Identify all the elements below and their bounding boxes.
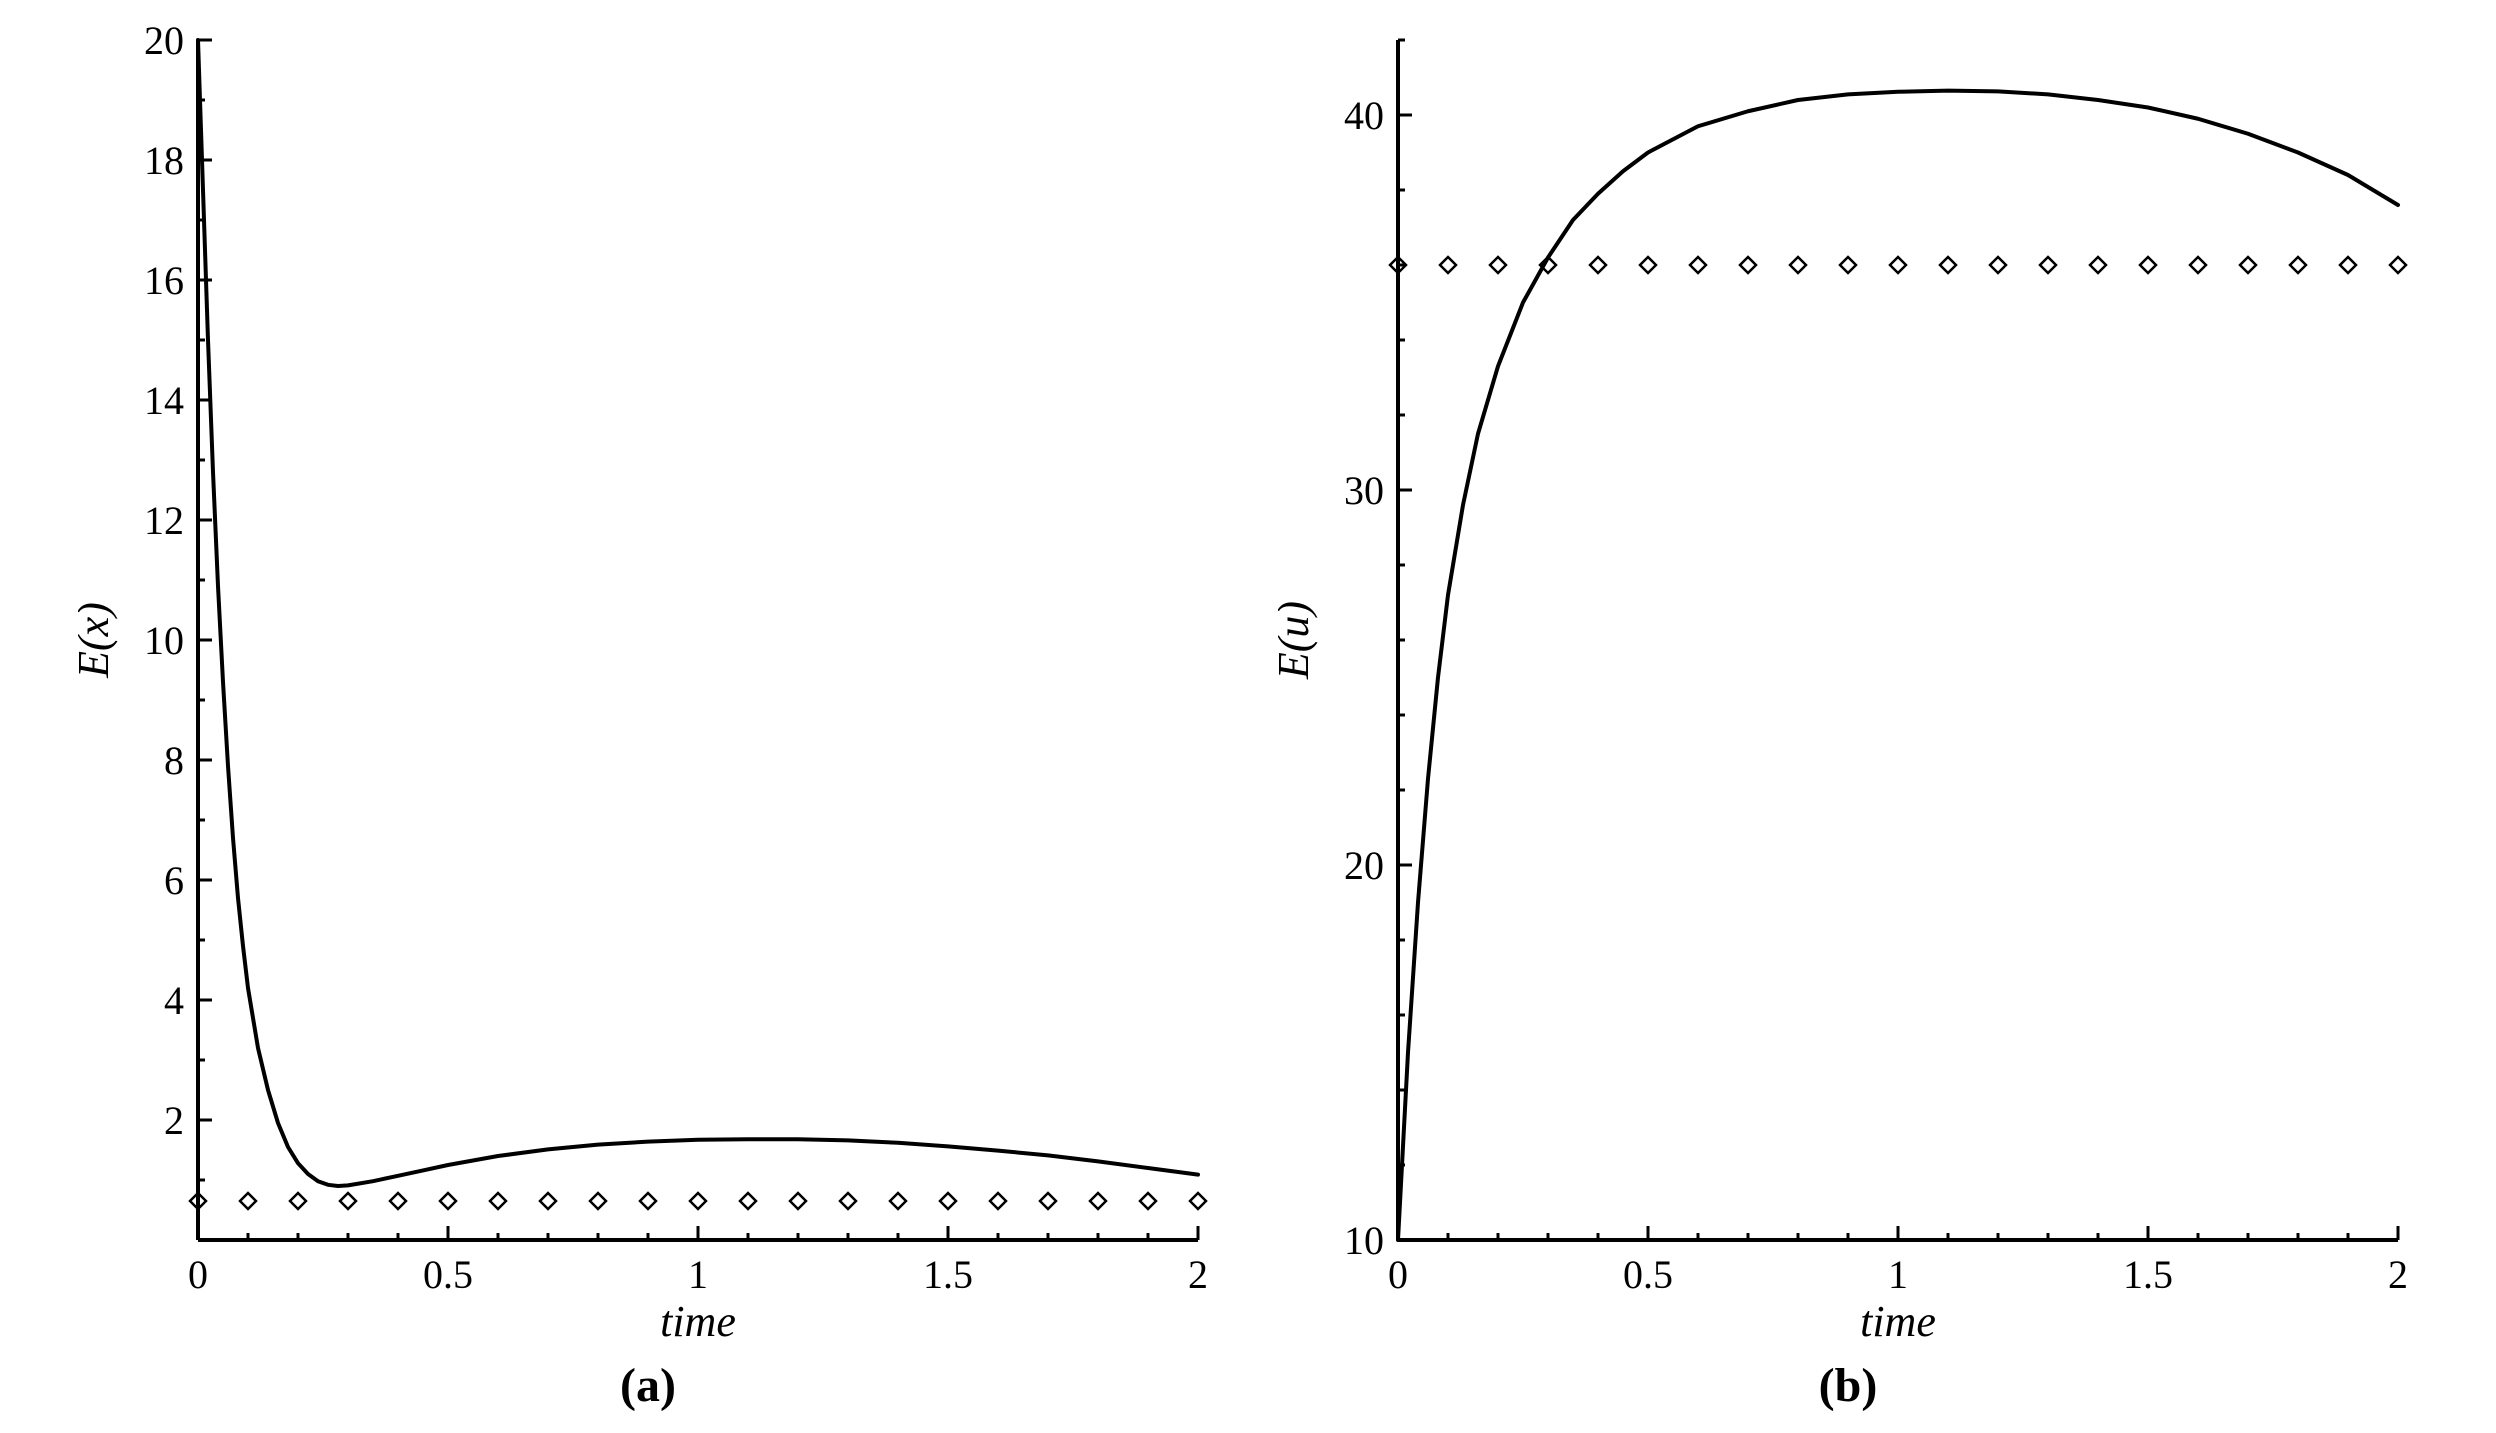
svg-text:E(u): E(u)	[1278, 601, 1318, 680]
svg-text:10: 10	[1344, 1218, 1384, 1263]
svg-text:2: 2	[2388, 1252, 2408, 1297]
sublabel-b: (b)	[1819, 1358, 1878, 1413]
svg-text:time: time	[1860, 1297, 1936, 1346]
svg-text:4: 4	[164, 978, 184, 1023]
svg-text:0: 0	[1388, 1252, 1408, 1297]
svg-text:2: 2	[164, 1098, 184, 1143]
svg-text:1: 1	[1888, 1252, 1908, 1297]
chart-a: 0 0.5 1 1.5 2 2 4 6 8 10 12 14 16 18 20 time E(x)	[78, 20, 1218, 1350]
svg-text:40: 40	[1344, 93, 1384, 138]
svg-text:8: 8	[164, 738, 184, 783]
svg-text:10: 10	[144, 618, 184, 663]
svg-text:0.5: 0.5	[1623, 1252, 1673, 1297]
svg-text:12: 12	[144, 498, 184, 543]
svg-text:20: 20	[144, 20, 184, 63]
svg-text:6: 6	[164, 858, 184, 903]
sublabel-a: (a)	[620, 1358, 676, 1413]
chart-b: 0 0.5 1 1.5 2 10 20 30 40 time E(u)	[1278, 20, 2418, 1350]
panel-b: 0 0.5 1 1.5 2 10 20 30 40 time E(u) (b)	[1278, 20, 2418, 1413]
svg-text:1.5: 1.5	[923, 1252, 973, 1297]
svg-text:20: 20	[1344, 843, 1384, 888]
svg-text:1.5: 1.5	[2123, 1252, 2173, 1297]
svg-text:2: 2	[1188, 1252, 1208, 1297]
svg-text:30: 30	[1344, 468, 1384, 513]
svg-text:0.5: 0.5	[423, 1252, 473, 1297]
svg-text:E(x): E(x)	[78, 602, 118, 679]
svg-text:time: time	[660, 1297, 736, 1346]
svg-text:18: 18	[144, 138, 184, 183]
svg-text:1: 1	[688, 1252, 708, 1297]
svg-text:16: 16	[144, 258, 184, 303]
svg-text:14: 14	[144, 378, 184, 423]
figure-container: 00.511.522468101214161820timeE(x) (a) 00…	[0, 0, 2496, 1433]
panel-a: 0 0.5 1 1.5 2 2 4 6 8 10 12 14 16 18 20 time E(x) (a)	[78, 20, 1218, 1413]
svg-text:0: 0	[188, 1252, 208, 1297]
